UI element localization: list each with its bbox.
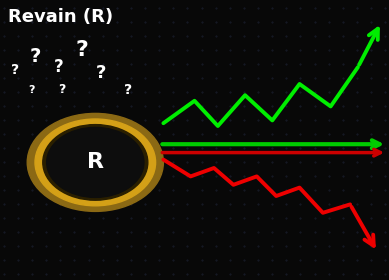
Text: R: R: [87, 152, 104, 172]
Text: ?: ?: [53, 58, 63, 76]
Text: ?: ?: [12, 63, 19, 77]
Circle shape: [47, 127, 144, 197]
Text: ?: ?: [124, 83, 132, 97]
Text: ?: ?: [96, 64, 106, 82]
Text: ?: ?: [29, 46, 41, 66]
Text: ?: ?: [75, 40, 88, 60]
Text: ?: ?: [59, 83, 66, 96]
Text: Revain (R): Revain (R): [8, 8, 113, 26]
Circle shape: [43, 125, 148, 200]
Circle shape: [27, 113, 163, 211]
Circle shape: [35, 119, 156, 206]
Text: ?: ?: [28, 85, 34, 95]
